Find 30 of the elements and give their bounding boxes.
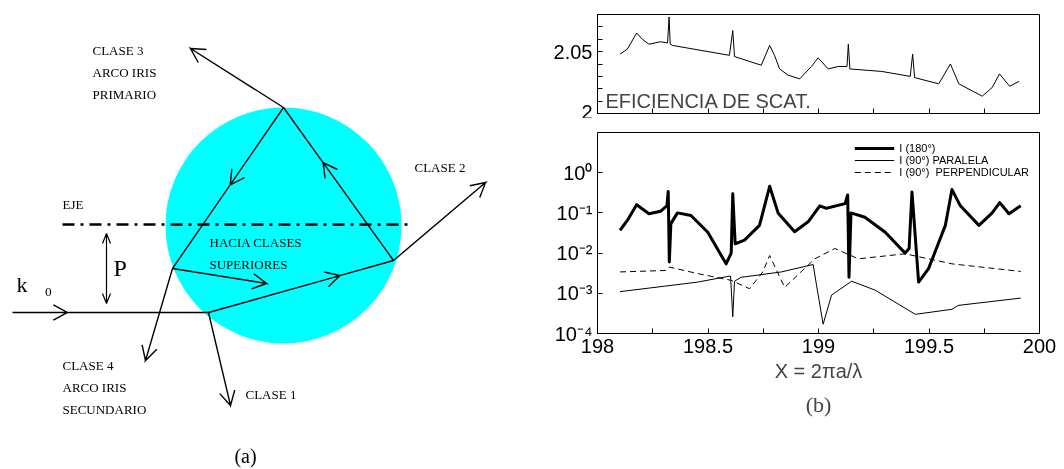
text: HACIA CLASES [209,235,302,250]
legend-label: I (90°) PERPENDICULAR [899,166,1029,178]
text: P [113,254,127,281]
text: ARCO IRIS [62,380,127,395]
text: CLASE 4 [62,358,114,373]
x-tick-label: 199 [801,334,836,357]
x-tick-label: 199.5 [903,334,955,357]
text: k⃗₀ [16,272,53,297]
y-tick-label: 10⁰ [563,161,593,184]
x-axis-title: X = 2πa/λ [774,359,863,382]
legend-label: I (90°) PARALELA [899,154,989,166]
text: SECUNDARIO [62,402,147,417]
text: PRIMARIO [92,87,157,102]
x-tick-label: 200 [1022,334,1057,357]
y-tick-label: 2 [581,100,593,123]
text: (b) [805,391,832,417]
legend-label: I (180°) [899,142,936,154]
text: CLASE 3 [92,43,144,58]
y-tick-label: 10⁻² [556,242,593,265]
text: (a) [234,444,257,468]
y-tick-label: 10⁻³ [556,282,593,305]
y-tick-label: 10⁻¹ [556,201,593,224]
text: SUPERIORES [209,257,288,272]
annotation: EFICIENCIA DE SCAT. [605,89,811,112]
text: ARCO IRIS [92,65,157,80]
text: CLASE 1 [245,387,297,402]
text: CLASE 2 [414,160,466,175]
y-tick-label: 2.05 [553,40,593,63]
text: EJE [62,197,84,212]
x-tick-label: 198.5 [682,334,734,357]
